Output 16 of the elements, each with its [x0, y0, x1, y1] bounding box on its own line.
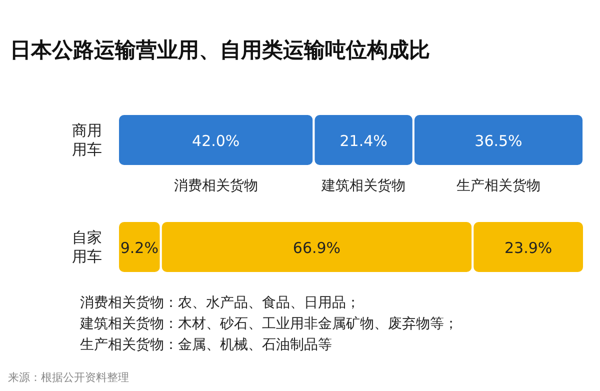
series-label: 消费相关货物 — [174, 178, 258, 194]
series-label: 生产相关货物 — [456, 178, 540, 194]
data-label: 42.0% — [192, 132, 240, 150]
data-label: 36.5% — [474, 132, 522, 150]
text: 生产相关货物：金属、机械、石油制品等 — [80, 336, 333, 355]
data-label: 21.4% — [340, 132, 388, 150]
text: 建筑相关货物：木材、砂石、工业用非金属矿物、废弃物等； — [80, 315, 458, 334]
data-label: 23.9% — [504, 239, 552, 257]
data-label: 66.9% — [292, 239, 341, 257]
series-label: 建筑相关货物 — [320, 178, 406, 194]
y-tick-label: 商用用车 — [72, 122, 102, 158]
chart-title: 日本公路运输营业用、自用类运输吨位构成比 — [10, 37, 430, 64]
source-note: 来源：根据公开资料整理 — [8, 370, 129, 385]
annotation: 消费相关货物：农、水产品、食品、日用品； — [80, 294, 361, 313]
y-tick-label: 自家用车 — [72, 228, 102, 266]
data-label: 9.2% — [120, 239, 158, 257]
